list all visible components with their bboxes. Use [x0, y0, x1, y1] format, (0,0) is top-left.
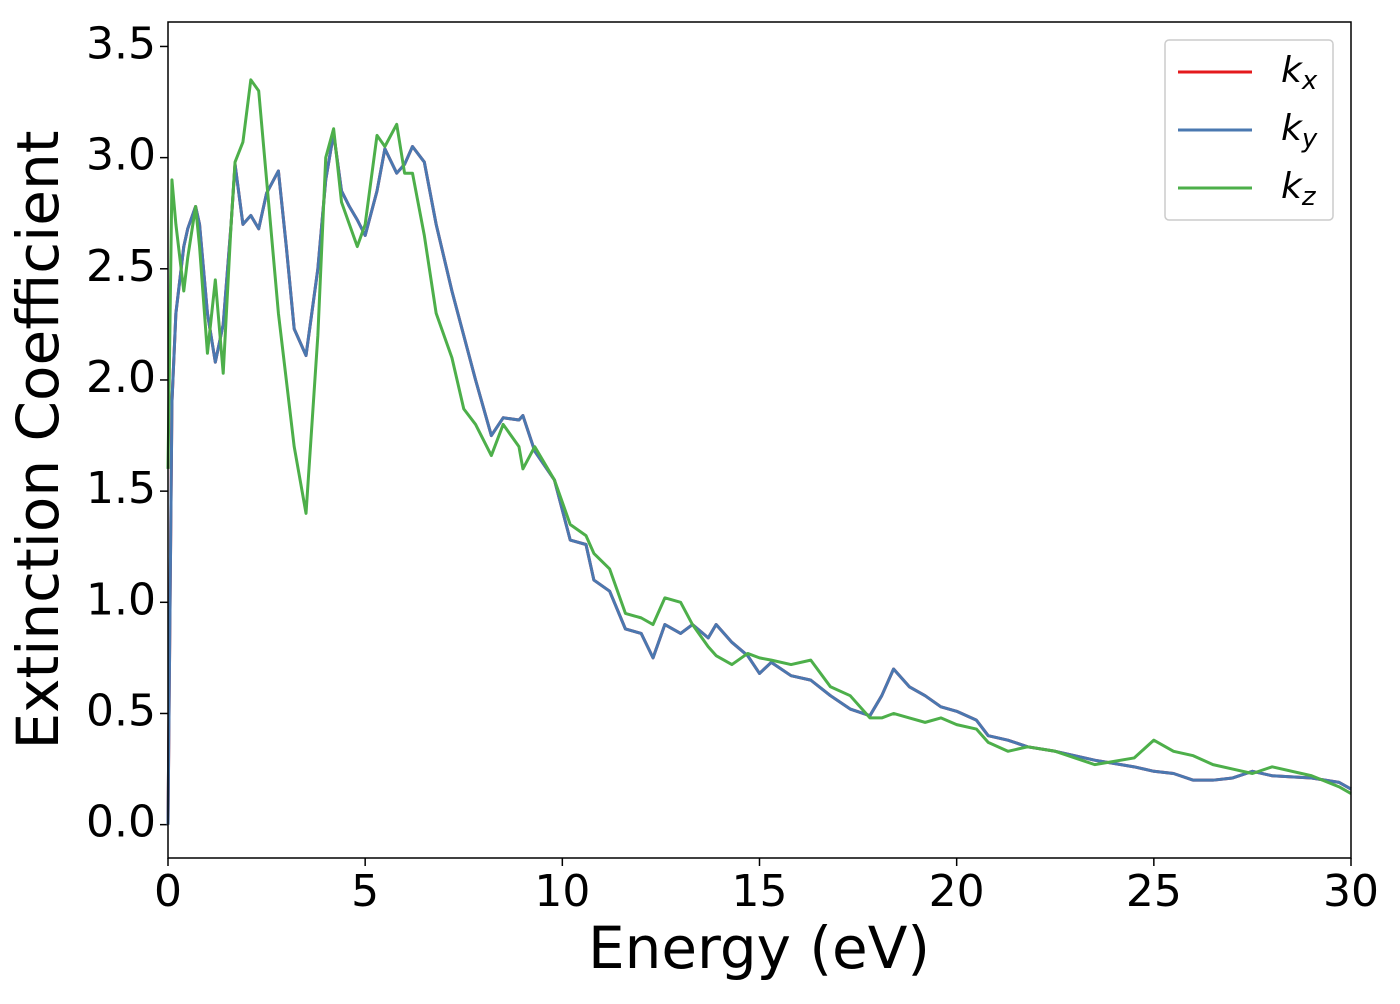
- x-tick-label: 10: [534, 866, 590, 917]
- x-tick-label: 20: [929, 866, 985, 917]
- legend-label: kz: [1281, 166, 1317, 212]
- x-tick-label: 0: [154, 866, 182, 917]
- y-tick-label: 3.0: [86, 130, 156, 181]
- y-tick-label: 1.0: [86, 574, 156, 625]
- x-axis-label: Energy (eV): [588, 914, 930, 982]
- y-tick-label: 0.5: [86, 685, 156, 736]
- x-tick-label: 15: [732, 866, 788, 917]
- legend-label: ky: [1281, 108, 1318, 154]
- y-tick-label: 1.5: [86, 463, 156, 514]
- series-line: [166, 131, 1352, 825]
- y-tick-label: 3.5: [86, 18, 156, 69]
- x-tick-label: 30: [1323, 866, 1379, 917]
- legend-label: kx: [1281, 50, 1318, 96]
- x-tick-label: 25: [1126, 866, 1182, 917]
- plot-frame: [167, 21, 1352, 859]
- y-tick-label: 2.0: [86, 352, 156, 403]
- legend: kx ky kz: [1164, 39, 1334, 221]
- y-axis-label: Extinction Coefficient: [4, 131, 72, 750]
- series-line: [166, 131, 1352, 825]
- series-line: [166, 78, 1352, 795]
- y-tick-label: 0.0: [86, 797, 156, 848]
- x-tick-label: 5: [351, 866, 379, 917]
- y-tick-label: 2.5: [86, 241, 156, 292]
